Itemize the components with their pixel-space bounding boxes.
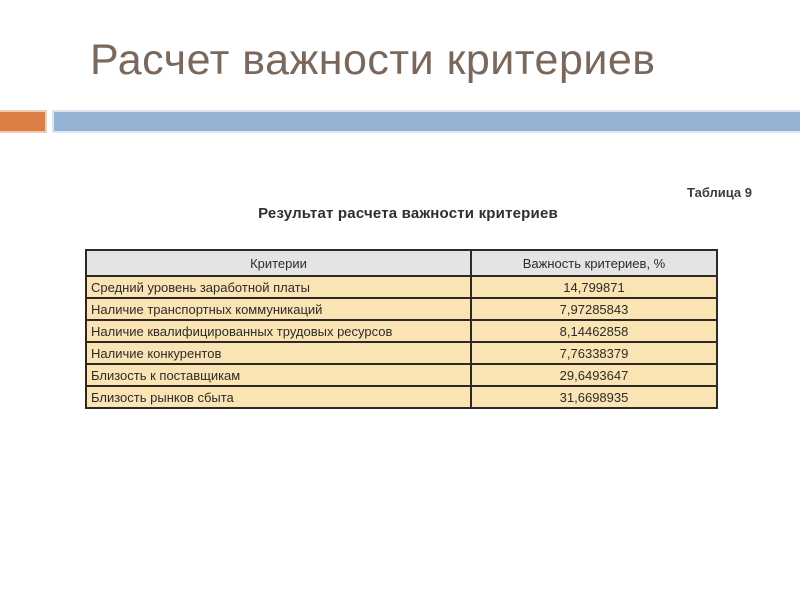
slide-title: Расчет важности критериев (90, 36, 656, 84)
table-row: Наличие квалифицированных трудовых ресур… (85, 319, 718, 343)
column-header-criteria: Критерии (85, 249, 472, 277)
value-cell: 7,97285843 (470, 297, 718, 321)
value-cell: 31,6698935 (470, 385, 718, 409)
table-number-label: Таблица 9 (686, 185, 752, 200)
header-row: Критерии Важность критериев, % (85, 249, 718, 277)
table-row: Наличие конкурентов 7,76338379 (85, 341, 718, 365)
table-row: Наличие транспортных коммуникаций 7,9728… (85, 297, 718, 321)
criterion-cell: Близость к поставщикам (85, 363, 472, 387)
criterion-cell: Средний уровень заработной платы (85, 275, 472, 299)
table-row: Средний уровень заработной платы 14,7998… (85, 275, 718, 299)
value-cell: 8,14462858 (470, 319, 718, 343)
blue-accent-bar (52, 110, 800, 133)
value-cell: 29,6493647 (470, 363, 718, 387)
column-header-importance: Важность критериев, % (470, 249, 718, 277)
criterion-cell: Наличие транспортных коммуникаций (85, 297, 472, 321)
orange-accent-bar (0, 110, 47, 133)
criterion-cell: Близость рынков сбыта (85, 385, 472, 409)
table-row: Близость рынков сбыта 31,6698935 (85, 385, 718, 409)
table-title: Результат расчета важности критериев (258, 205, 558, 222)
criteria-table: Критерии Важность критериев, % Средний у… (85, 249, 718, 409)
criterion-cell: Наличие квалифицированных трудовых ресур… (85, 319, 472, 343)
criterion-cell: Наличие конкурентов (85, 341, 472, 365)
value-cell: 14,799871 (470, 275, 718, 299)
value-cell: 7,76338379 (470, 341, 718, 365)
table-row: Близость к поставщикам 29,6493647 (85, 363, 718, 387)
